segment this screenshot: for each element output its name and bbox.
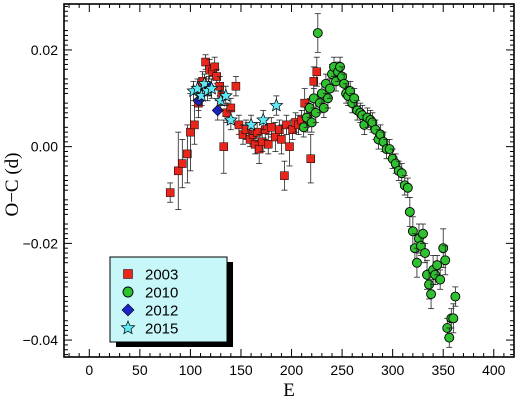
tick-labels: 0 50 100 150 200 250 300 350 400 −0.04 −0.02 0.00 0.… [23,42,506,378]
data-point [178,159,187,168]
x-axis-title: E [283,380,295,401]
data-point [218,88,233,102]
data-point [440,255,451,266]
legend-label-2012: 2012 [145,303,178,320]
data-point [418,228,428,239]
data-point [183,149,192,159]
data-point [282,120,291,130]
data-point [231,81,241,91]
series-2015 [186,73,284,135]
legend-marker-2003 [123,269,133,279]
data-point [174,166,183,176]
data-point [309,77,319,86]
x-tick-label: 300 [381,362,405,378]
data-point [244,117,259,131]
legend-label-2003: 2003 [145,267,178,284]
data-point [190,120,199,130]
data-point [312,28,323,38]
data-point [407,226,418,237]
data-point [448,313,459,324]
legend-label-2015: 2015 [145,321,178,338]
data-point [219,142,229,151]
data-point [264,139,273,149]
data-point [210,62,219,72]
y-tick-label: −0.04 [23,332,59,348]
data-point [312,67,322,76]
x-tick-label: 150 [229,362,253,378]
y-axis-title: O−C (d) [2,152,23,216]
data-point [280,171,289,180]
legend-marker-2010 [122,286,134,298]
x-tick-label: 0 [85,362,93,378]
legend-marker-2015 [120,320,136,335]
series-2003 [165,54,322,210]
data-point [402,182,413,193]
y-tick-label: 0.02 [31,42,58,58]
data-point [186,127,195,137]
data-point [420,248,430,258]
y-tick-label: −0.02 [23,235,59,251]
data-point [267,123,276,132]
x-tick-label: 400 [482,362,506,378]
data-point [256,112,271,127]
data-point [165,188,175,197]
plot-frame [63,3,515,358]
data-point [275,125,284,134]
data-point [269,98,284,112]
data-point [450,291,461,302]
data-point [404,206,415,217]
data-point [435,274,446,285]
data-point [432,260,443,271]
data-point [241,125,251,134]
data-point [277,135,286,144]
legend-marker-2012 [121,303,135,317]
x-tick-label: 350 [432,362,456,378]
legend-label-2010: 2010 [145,285,178,302]
data-point [426,289,437,300]
data-point [325,83,335,94]
series-2010 [298,13,461,348]
x-tick-label: 250 [330,362,354,378]
x-tick-label: 100 [179,362,203,378]
data-point [285,142,294,151]
data-point [411,257,422,268]
data-point [204,81,219,95]
x-tick-label: 50 [132,362,148,378]
data-point [438,243,449,254]
data-points [165,13,461,348]
data-point [306,154,315,163]
data-point [444,332,455,343]
y-tick-label: 0.00 [31,139,58,155]
data-point [223,112,238,127]
x-tick-label: 200 [280,362,304,378]
